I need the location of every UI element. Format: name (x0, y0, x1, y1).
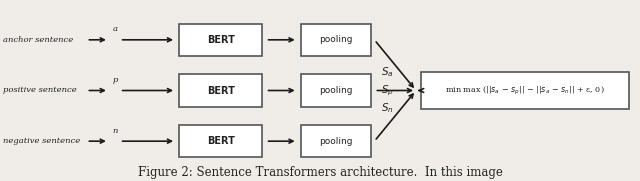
FancyBboxPatch shape (179, 125, 262, 157)
Text: a: a (113, 26, 118, 33)
FancyBboxPatch shape (179, 24, 262, 56)
Text: BERT: BERT (207, 85, 235, 96)
Text: n: n (113, 127, 118, 135)
Text: BERT: BERT (207, 136, 235, 146)
Text: min max (||$s_a$ − $s_p$|| − ||$s_a$ − $s_n$|| + ε, 0): min max (||$s_a$ − $s_p$|| − ||$s_a$ − $… (445, 85, 605, 96)
Text: Figure 2: Sentence Transformers architecture.  In this image: Figure 2: Sentence Transformers architec… (138, 166, 502, 179)
Text: negative sentence: negative sentence (3, 137, 81, 145)
FancyBboxPatch shape (421, 72, 629, 109)
Text: BERT: BERT (207, 35, 235, 45)
Text: pooling: pooling (319, 35, 353, 44)
Text: $S_a$: $S_a$ (381, 66, 394, 79)
FancyBboxPatch shape (179, 74, 262, 107)
Text: positive sentence: positive sentence (3, 87, 77, 94)
FancyBboxPatch shape (301, 74, 371, 107)
Text: anchor sentence: anchor sentence (3, 36, 74, 44)
FancyBboxPatch shape (301, 24, 371, 56)
FancyBboxPatch shape (301, 125, 371, 157)
Text: pooling: pooling (319, 86, 353, 95)
Text: $S_n$: $S_n$ (381, 102, 394, 115)
Text: $S_p$: $S_p$ (381, 83, 394, 98)
Text: p: p (113, 76, 118, 84)
Text: pooling: pooling (319, 137, 353, 146)
